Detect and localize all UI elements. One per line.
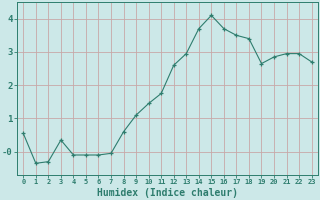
X-axis label: Humidex (Indice chaleur): Humidex (Indice chaleur) (97, 188, 238, 198)
